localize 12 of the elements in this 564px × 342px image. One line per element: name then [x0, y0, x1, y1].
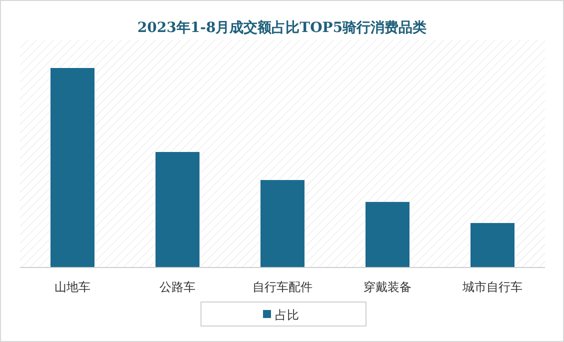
x-tick-label: 公路车 — [160, 280, 196, 294]
bar — [470, 223, 514, 267]
bar — [366, 202, 410, 267]
x-tick-label: 城市自行车 — [462, 280, 522, 294]
x-tick-label: 山地车 — [54, 280, 90, 294]
bar — [50, 68, 94, 267]
bar — [260, 180, 304, 267]
x-tick-label: 自行车配件 — [252, 280, 312, 294]
chart-title: 2023年1-8月成交额占比TOP5骑行消费品类 — [137, 19, 427, 36]
x-tick-label: 穿戴装备 — [364, 280, 412, 294]
legend-label: 占比 — [275, 308, 299, 322]
bar — [156, 152, 200, 267]
